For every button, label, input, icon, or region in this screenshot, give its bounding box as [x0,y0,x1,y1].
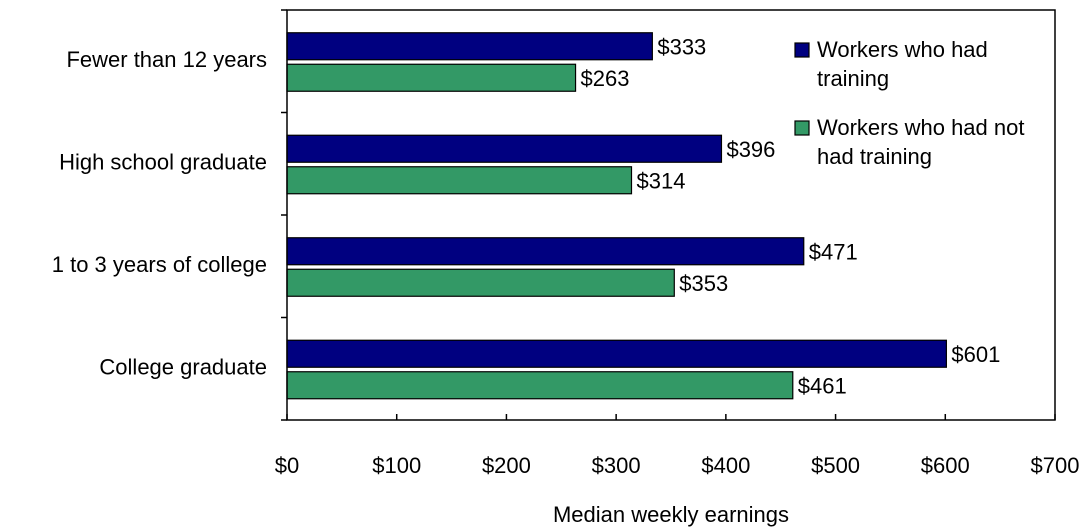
bar [286,339,947,368]
x-tick-label: $500 [811,453,860,478]
x-tick-label: $400 [701,453,750,478]
value-label: $314 [637,169,686,194]
x-tick-label: $700 [1031,453,1080,478]
legend-label: Workers who had training [817,37,988,91]
value-label: $461 [798,374,847,399]
value-label: $601 [951,342,1000,367]
value-label: $333 [657,35,706,60]
y-tick-label: Fewer than 12 years [66,47,267,72]
x-tick-label: $600 [921,453,970,478]
bar [286,63,577,92]
value-label: $353 [679,271,728,296]
legend-swatch [794,42,810,58]
legend-label: Workers who had not had training [817,115,1025,169]
y-tick-label: College graduate [99,355,267,380]
value-label: $263 [581,66,630,91]
y-tick-label: High school graduate [59,150,267,175]
bar [286,371,794,400]
bar [286,134,723,163]
bar [286,237,805,266]
x-axis-title: Median weekly earnings [553,502,789,527]
bar [286,268,675,297]
x-tick-label: $200 [482,453,531,478]
legend-swatch [794,120,810,136]
value-label: $396 [726,137,775,162]
x-tick-label: $300 [592,453,641,478]
value-label: $471 [809,240,858,265]
x-tick-label: $0 [275,453,299,478]
bar [286,32,653,61]
x-tick-label: $100 [372,453,421,478]
y-tick-label: 1 to 3 years of college [52,252,267,277]
plot-frame [286,9,1056,421]
bar [286,166,633,195]
